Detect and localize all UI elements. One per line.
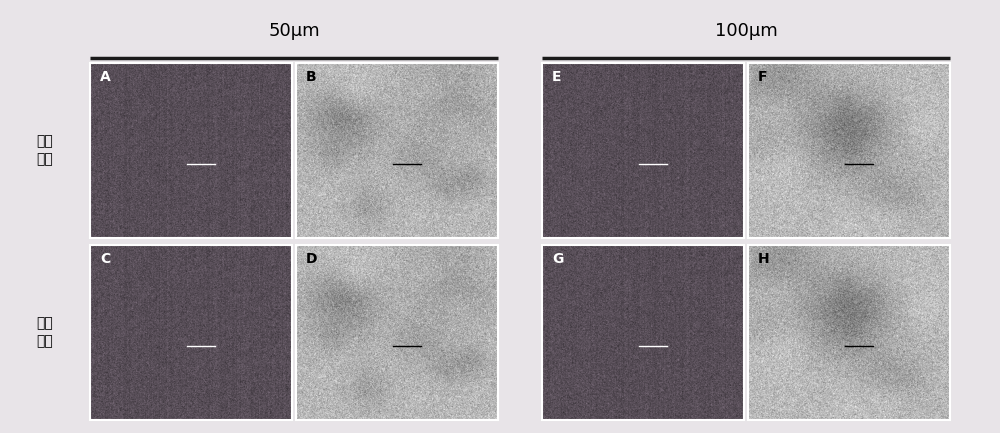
Text: F: F: [758, 70, 768, 84]
Text: D: D: [306, 252, 318, 266]
Text: H: H: [758, 252, 770, 266]
Text: A: A: [100, 70, 111, 84]
Text: 50μm: 50μm: [268, 22, 320, 40]
Text: 脖细
胞前: 脖细 胞前: [37, 134, 53, 167]
Text: C: C: [100, 252, 110, 266]
Text: G: G: [552, 252, 563, 266]
Text: 100μm: 100μm: [715, 22, 777, 40]
Text: E: E: [552, 70, 562, 84]
Text: 脖细
胞后: 脖细 胞后: [37, 316, 53, 349]
Text: B: B: [306, 70, 317, 84]
